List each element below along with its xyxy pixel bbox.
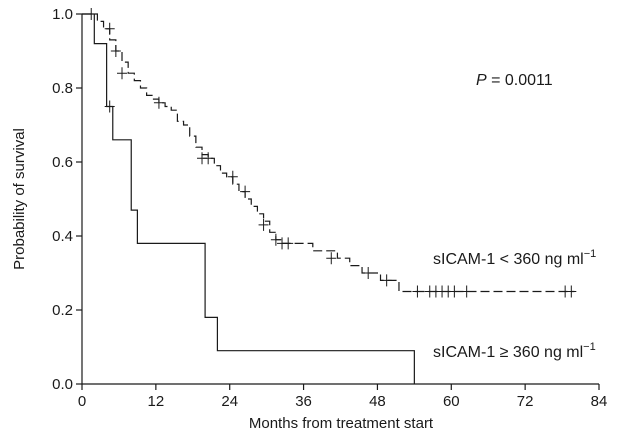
- y-tick-label: 0.8: [52, 80, 73, 97]
- x-tick-label: 60: [443, 393, 460, 410]
- y-tick-label: 0.4: [52, 228, 73, 245]
- series-label-low: sICAM-1 < 360 ng ml−1: [433, 248, 596, 268]
- x-tick-label: 72: [517, 393, 534, 410]
- series-label-low-name: sICAM-1: [433, 251, 495, 268]
- series-line-high: [82, 13, 415, 384]
- x-tick-label: 84: [591, 393, 608, 410]
- x-tick-label: 24: [221, 393, 238, 410]
- censor-mark-low: [203, 152, 214, 165]
- series-label-high-name: sICAM-1: [433, 344, 495, 361]
- x-tick-label: 48: [369, 393, 386, 410]
- p-value-symbol: P: [476, 72, 487, 89]
- series-label-high-value: 360 ng ml: [513, 344, 583, 361]
- censor-mark-low: [270, 233, 281, 246]
- y-tick-label: 0.2: [52, 302, 73, 319]
- y-tick-label: 1.0: [52, 6, 73, 23]
- censor-mark-low: [227, 170, 238, 183]
- censor-mark-low: [449, 285, 460, 298]
- censor-mark-low: [110, 45, 121, 57]
- p-value-annotation: P = 0.0011: [476, 72, 553, 89]
- y-axis-title: Probability of survival: [11, 128, 28, 270]
- censor-mark-low: [461, 285, 472, 298]
- x-tick-label: 36: [295, 393, 312, 410]
- censor-mark-low: [104, 22, 115, 35]
- ticks: 0 12 24 36 48 60 72 84 0.0 0.2 0.4 0.6 0.8 1.0: [52, 6, 607, 410]
- censor-mark-low: [326, 252, 337, 265]
- series-label-high: sICAM-1 ≥ 360 ng ml−1: [433, 341, 596, 361]
- series-label-high-sup: −1: [583, 341, 596, 353]
- censor-mark-low: [153, 96, 164, 109]
- series-label-high-op: ≥: [495, 344, 513, 361]
- censor-mark-low: [240, 185, 251, 198]
- y-tick-label: 0.6: [52, 154, 73, 171]
- censor-mark-low: [412, 285, 423, 298]
- axes: [81, 14, 599, 385]
- y-tick-label: 0.0: [52, 376, 73, 393]
- x-tick-label: 12: [148, 393, 165, 410]
- x-tick-label: 0: [78, 393, 86, 410]
- censor-mark-low: [381, 274, 392, 287]
- censor-mark-high: [104, 100, 115, 113]
- series-line-low: [82, 13, 575, 293]
- series: [82, 8, 577, 384]
- p-value-number: = 0.0011: [487, 72, 553, 89]
- series-label-low-value: 360 ng ml: [513, 251, 583, 268]
- series-label-low-op: <: [495, 251, 513, 268]
- series-label-low-sup: −1: [584, 248, 597, 260]
- censor-mark-low: [117, 67, 128, 80]
- censor-mark-low: [258, 218, 269, 231]
- censor-mark-low: [283, 237, 294, 250]
- censor-mark-low: [566, 285, 577, 298]
- x-axis-title: Months from treatment start: [249, 415, 434, 432]
- censor-mark-low: [363, 267, 374, 279]
